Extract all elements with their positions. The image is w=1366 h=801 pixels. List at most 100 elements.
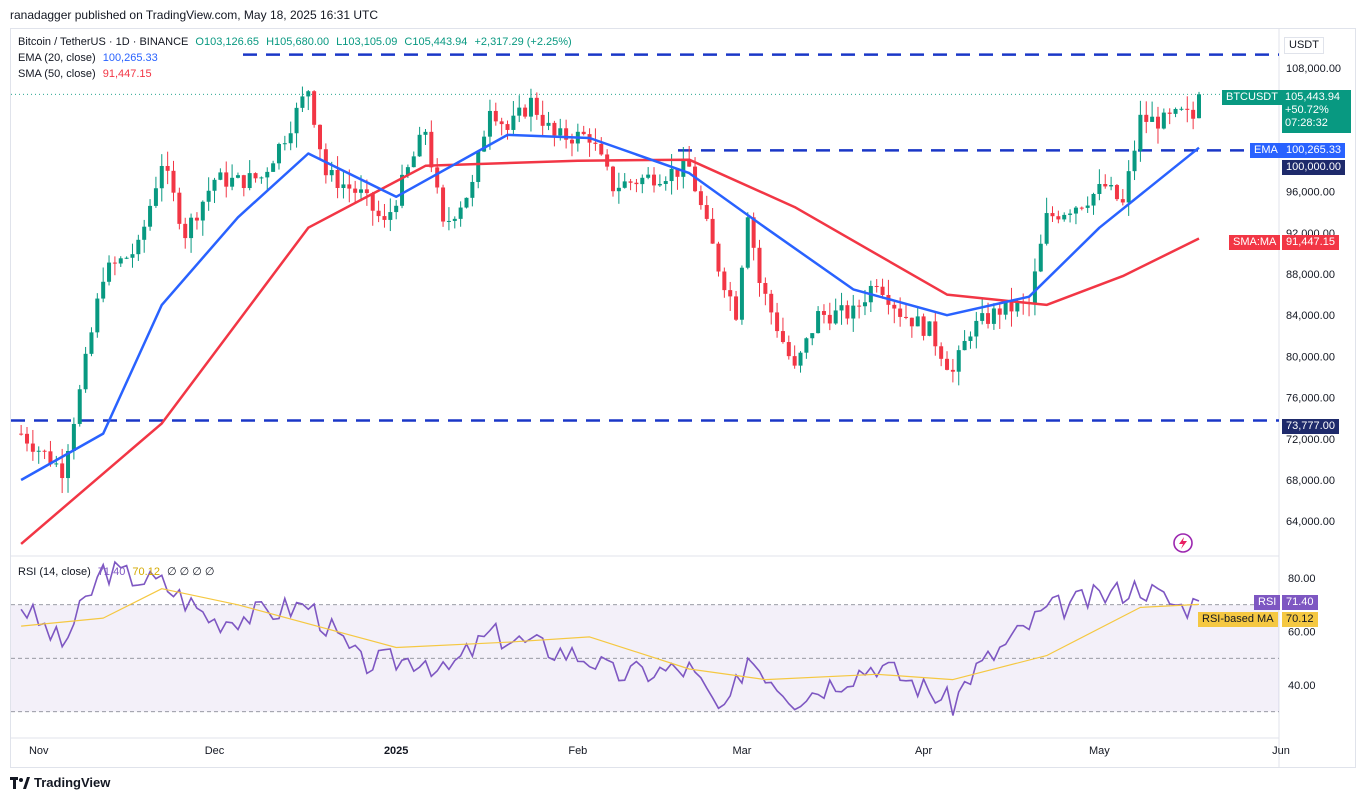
ema-legend[interactable]: EMA (20, close) 100,265.33 — [18, 52, 158, 64]
symbol-title[interactable]: Bitcoin / TetherUS · 1D · BINANCE — [18, 36, 189, 48]
candle-body — [775, 312, 780, 332]
candle-body — [417, 134, 422, 157]
tradingview-footer[interactable]: TradingView — [10, 775, 110, 790]
candle-body — [956, 350, 961, 372]
candle-body — [54, 463, 59, 465]
candle-body — [862, 302, 867, 307]
time-tick-label: Feb — [568, 745, 587, 757]
candle-body — [921, 316, 926, 336]
candle-body — [71, 423, 76, 451]
candle-body — [950, 369, 955, 372]
lightning-icon[interactable] — [1172, 532, 1194, 554]
candle-body — [517, 107, 522, 116]
sma-legend[interactable]: SMA (50, close) 91,447.15 — [18, 68, 152, 80]
candle-body — [400, 174, 405, 206]
time-tick-label: Nov — [29, 745, 49, 757]
candle-body — [997, 308, 1002, 315]
candle-body — [382, 216, 387, 220]
candle-body — [241, 175, 246, 189]
candle-body — [1155, 116, 1160, 129]
candle-body — [833, 310, 838, 324]
price-tick-label: 108,000.00 — [1286, 63, 1341, 75]
candle-body — [441, 187, 446, 222]
ema20-line — [20, 133, 1200, 482]
btc-price: 105,443.94 — [1285, 91, 1341, 103]
candle-body — [1032, 271, 1037, 304]
candle-body — [329, 169, 334, 176]
rsi-legend[interactable]: RSI (14, close) 71.40 70.12 ∅ ∅ ∅ ∅ — [18, 565, 215, 578]
candle-body — [1062, 214, 1067, 220]
candle-body — [810, 333, 815, 339]
candle-body — [42, 450, 47, 452]
candle-body — [1109, 185, 1114, 187]
candle-body — [435, 167, 440, 188]
sma-legend-value: 91,447.15 — [102, 68, 152, 80]
candle-body — [687, 160, 692, 167]
candle-body — [669, 168, 674, 182]
candle-body — [136, 239, 141, 255]
footer-brand: TradingView — [34, 775, 111, 790]
candle-body — [681, 160, 686, 177]
candle-body — [845, 305, 850, 319]
legend-low: L103,105.09 — [336, 36, 398, 48]
level-100k-tag: 100,000.00 — [1282, 160, 1346, 175]
candle-body — [1103, 184, 1108, 187]
price-tick-label: 96,000.00 — [1286, 187, 1335, 199]
candle-body — [904, 316, 908, 318]
candle-body — [335, 169, 340, 188]
candle-body — [1144, 114, 1149, 122]
rsi-tick-label: 40.00 — [1288, 680, 1316, 692]
candle-body — [593, 142, 598, 144]
time-tick-label: May — [1089, 745, 1110, 757]
candle-body — [300, 96, 305, 108]
candle-body — [118, 258, 123, 264]
candle-body — [857, 305, 862, 307]
candle-body — [66, 450, 71, 479]
candle-body — [980, 313, 985, 321]
candle-body — [1120, 199, 1125, 203]
candle-body — [148, 205, 153, 227]
candle-body — [757, 247, 762, 283]
candle-body — [429, 131, 434, 168]
candle-body — [206, 190, 211, 202]
candle-body — [939, 346, 944, 359]
candle-body — [839, 305, 844, 311]
ema-axis-label: EMA — [1250, 143, 1282, 158]
candle-body — [616, 187, 621, 192]
candle-body — [95, 298, 100, 333]
candle-body — [1126, 171, 1131, 203]
sma-legend-label: SMA (50, close) — [18, 68, 96, 80]
candle-body — [318, 124, 322, 150]
candle-body — [780, 331, 785, 343]
candle-body — [470, 181, 475, 198]
price-tick-label: 80,000.00 — [1286, 351, 1335, 363]
ema-legend-label: EMA (20, close) — [18, 52, 96, 64]
candle-body — [704, 205, 709, 219]
candle-body — [693, 166, 698, 192]
currency-label[interactable]: USDT — [1284, 37, 1324, 54]
price-tick-label: 68,000.00 — [1286, 475, 1335, 487]
legend-high: H105,680.00 — [266, 36, 330, 48]
candle-body — [200, 201, 205, 221]
candle-body — [909, 317, 914, 327]
candle-body — [394, 205, 399, 213]
candle-body — [36, 450, 41, 452]
price-tick-label: 64,000.00 — [1286, 516, 1335, 528]
ohlc-legend: Bitcoin / TetherUS · 1D · BINANCE O103,1… — [18, 36, 572, 48]
legend-close: C105,443.94 — [404, 36, 468, 48]
candle-body — [25, 433, 29, 444]
rsi-legend-value: 71.40 — [97, 566, 126, 578]
candle-body — [816, 311, 821, 334]
candle-body — [235, 175, 240, 178]
candle-body — [153, 188, 158, 206]
candle-body — [611, 166, 615, 192]
candle-body — [751, 217, 756, 248]
candle-body — [716, 243, 721, 272]
btc-countdown: 07:28:32 — [1285, 117, 1328, 129]
candle-body — [1079, 207, 1084, 209]
rsi-ma-legend-value: 70.12 — [132, 566, 160, 578]
candle-body — [183, 223, 188, 239]
rsi-ma-axis-value: 70.12 — [1282, 612, 1318, 627]
ema-legend-value: 100,265.33 — [102, 52, 158, 64]
